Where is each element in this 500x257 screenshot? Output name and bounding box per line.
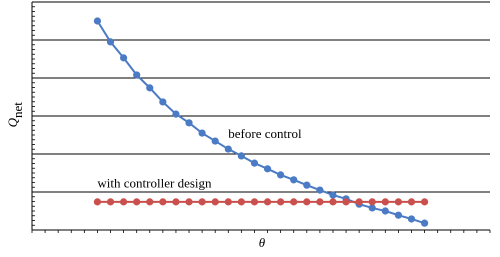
data-point [224, 145, 232, 153]
data-point [290, 176, 298, 184]
data-point [211, 198, 219, 206]
data-point [394, 211, 402, 219]
data-point [146, 84, 154, 92]
y-axis-label-subscript: net [10, 102, 25, 118]
data-point [198, 198, 206, 206]
data-point [159, 98, 167, 106]
data-point [368, 204, 376, 212]
data-point [342, 198, 350, 206]
data-point [303, 181, 311, 189]
data-point [381, 198, 389, 206]
data-point [381, 207, 389, 215]
data-point [250, 159, 259, 167]
data-point [407, 215, 416, 223]
data-point [355, 198, 363, 206]
data-point [133, 198, 141, 206]
data-point [106, 38, 115, 46]
data-point [290, 198, 298, 206]
annotation: with controller design [97, 175, 212, 190]
data-point [198, 129, 206, 137]
data-point [133, 71, 141, 79]
data-point [172, 110, 180, 118]
data-point [185, 119, 193, 127]
annotation: before control [228, 126, 302, 141]
data-point [394, 198, 402, 206]
data-point [159, 198, 167, 206]
data-point [172, 198, 180, 206]
data-point [263, 165, 272, 173]
data-point [303, 198, 311, 206]
data-point [263, 198, 272, 206]
data-point [211, 137, 219, 145]
data-point [329, 191, 337, 199]
y-axis-label-group: Q net [5, 102, 25, 128]
data-point [368, 198, 376, 206]
data-point [106, 198, 115, 206]
data-point [93, 198, 102, 206]
data-point [420, 219, 429, 227]
data-point [237, 152, 245, 160]
data-point [329, 198, 337, 206]
data-point [420, 198, 429, 206]
data-point [316, 186, 324, 194]
data-point [93, 17, 102, 25]
data-point [120, 198, 128, 206]
series-line [96, 20, 425, 225]
data-point [277, 171, 285, 179]
x-axis-label: θ [259, 235, 266, 250]
data-point [224, 198, 232, 206]
data-point [316, 198, 324, 206]
y-axis-label: Q [5, 117, 20, 127]
data-point [277, 198, 285, 206]
data-point [250, 198, 259, 206]
data-point [120, 54, 128, 62]
data-point [185, 198, 193, 206]
data-point [407, 198, 416, 206]
data-point [237, 198, 245, 206]
data-point [146, 198, 154, 206]
